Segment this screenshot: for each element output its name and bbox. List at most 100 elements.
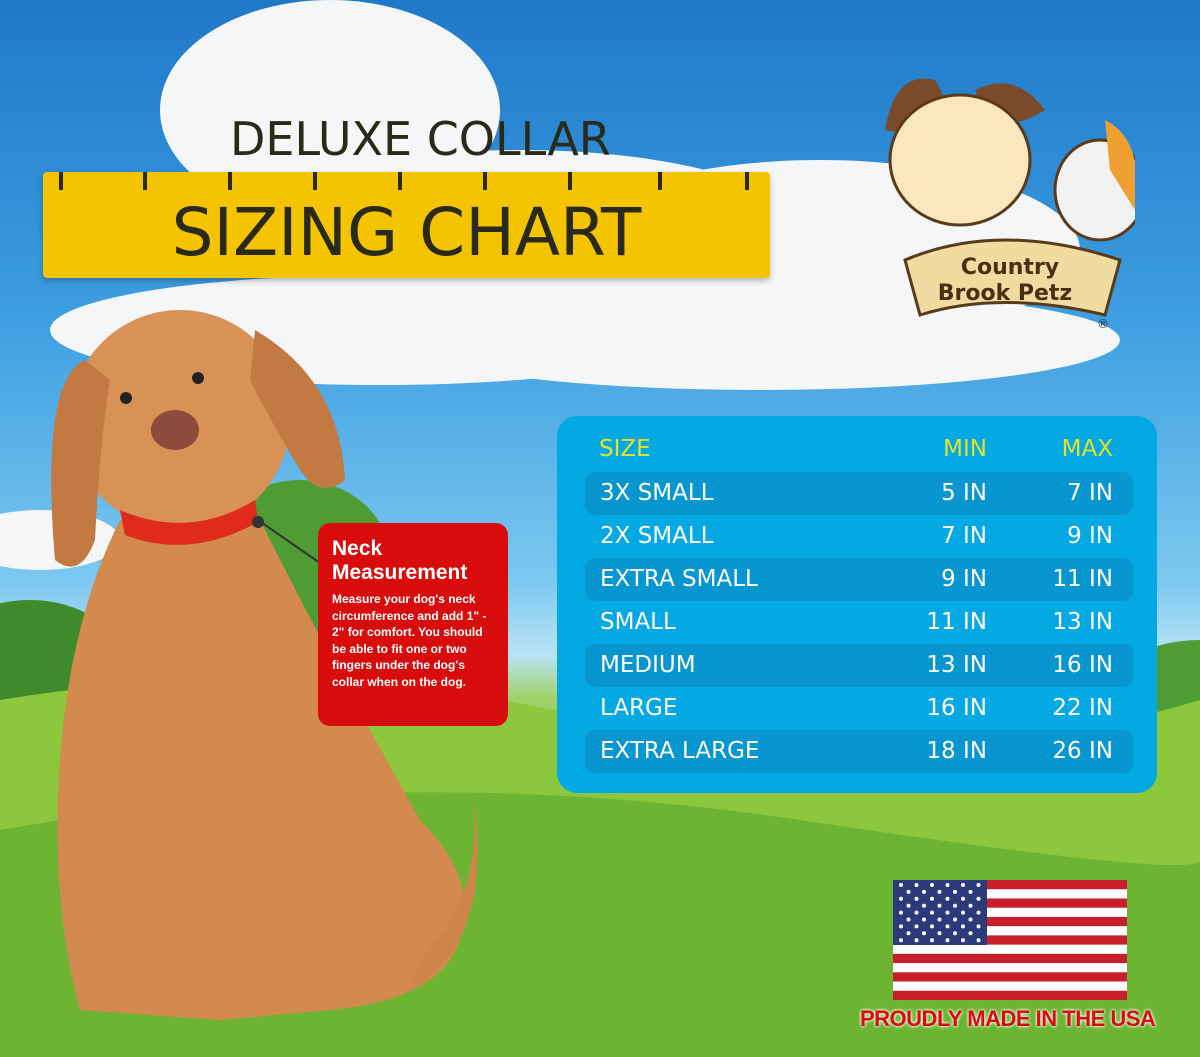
max-cell: 11 IN xyxy=(1052,566,1113,592)
flag-star xyxy=(906,917,911,922)
flag-star xyxy=(968,889,973,894)
flag-star xyxy=(914,883,919,887)
title-ruler-banner: SIZING CHART xyxy=(43,172,770,278)
max-cell: 9 IN xyxy=(1067,523,1113,549)
flag-star xyxy=(914,924,919,929)
ruler-tick xyxy=(313,172,317,190)
column-header-size: SIZE xyxy=(599,436,651,462)
flag-star xyxy=(899,938,903,943)
flag-star xyxy=(922,889,926,894)
flag-star xyxy=(906,931,911,936)
table-row: EXTRA SMALL 9 IN 11 IN xyxy=(585,558,1133,601)
flag-stripe xyxy=(893,990,1127,1000)
usa-flag xyxy=(893,880,1127,1000)
flag-star xyxy=(930,883,934,887)
flag-star xyxy=(899,883,903,887)
column-header-min: MIN xyxy=(943,436,987,462)
size-cell: EXTRA LARGE xyxy=(600,738,760,764)
callout-body: Measure your dog's neck circumference an… xyxy=(332,592,487,689)
flag-star xyxy=(937,931,942,936)
size-cell: MEDIUM xyxy=(600,652,696,678)
flag-star xyxy=(937,889,942,894)
svg-text:Brook Petz: Brook Petz xyxy=(938,281,1073,306)
flag-star xyxy=(976,896,981,901)
dog-illustration xyxy=(51,310,478,1020)
table-row: SMALL 11 IN 13 IN xyxy=(585,601,1133,644)
flag-stripe xyxy=(893,935,1127,946)
size-cell: LARGE xyxy=(600,695,678,721)
flag-star xyxy=(922,917,926,922)
flag-stripe xyxy=(893,907,1127,918)
ruler-tick xyxy=(228,172,232,190)
flag-star xyxy=(914,896,919,901)
flag-star xyxy=(945,924,950,929)
flag-star xyxy=(899,910,903,915)
table-row: 2X SMALL 7 IN 9 IN xyxy=(585,515,1133,558)
flag-star xyxy=(968,917,973,922)
flag-star xyxy=(953,917,957,922)
min-cell: 11 IN xyxy=(926,609,987,635)
max-cell: 16 IN xyxy=(1052,652,1113,678)
size-cell: 3X SMALL xyxy=(600,480,714,506)
flag-star xyxy=(945,896,950,901)
flag-star xyxy=(976,938,981,943)
ruler-tick xyxy=(568,172,572,190)
flag-stripe xyxy=(893,972,1127,983)
flag-star xyxy=(976,883,981,887)
flag-star xyxy=(899,896,903,901)
flag-stripe xyxy=(893,963,1127,973)
flag-star xyxy=(906,889,911,894)
ruler-tick xyxy=(398,172,402,190)
flag-star xyxy=(961,910,965,915)
flag-star xyxy=(930,938,934,943)
made-in-usa-caption: PROUDLY MADE IN THE USA xyxy=(860,1006,1156,1031)
min-cell: 5 IN xyxy=(941,480,987,506)
ruler-tick xyxy=(143,172,147,190)
flag-stripe xyxy=(893,981,1127,992)
ruler-tick xyxy=(59,172,63,190)
flag-star xyxy=(976,924,981,929)
table-row: MEDIUM 13 IN 16 IN xyxy=(585,644,1133,687)
table-row: 3X SMALL 5 IN 7 IN xyxy=(585,472,1133,515)
min-cell: 13 IN xyxy=(926,652,987,678)
flag-star xyxy=(945,938,950,943)
flag-star xyxy=(961,883,965,887)
size-table: SIZE MIN MAX 3X SMALL 5 IN 7 IN 2X SMALL 7 I… xyxy=(557,416,1157,793)
flag-stripe xyxy=(893,916,1127,927)
flag-star xyxy=(953,903,957,908)
min-cell: 7 IN xyxy=(941,523,987,549)
max-cell: 13 IN xyxy=(1052,609,1113,635)
flag-stripe xyxy=(893,944,1127,955)
min-cell: 9 IN xyxy=(941,566,987,592)
max-cell: 7 IN xyxy=(1067,480,1113,506)
flag-star xyxy=(945,883,950,887)
flag-star xyxy=(922,903,926,908)
ruler-tick xyxy=(745,172,749,190)
min-cell: 16 IN xyxy=(926,695,987,721)
flag-stripe xyxy=(893,953,1127,964)
flag-star xyxy=(968,931,973,936)
ruler-tick xyxy=(483,172,487,190)
flag-star xyxy=(922,931,926,936)
min-cell: 18 IN xyxy=(926,738,987,764)
flag-star xyxy=(899,924,903,929)
flag-star xyxy=(968,903,973,908)
size-cell: EXTRA SMALL xyxy=(600,566,758,592)
flag-star xyxy=(930,910,934,915)
flag-star xyxy=(930,896,934,901)
flag-star xyxy=(937,917,942,922)
flag-star xyxy=(961,924,965,929)
collar-subtitle: DELUXE COLLAR xyxy=(230,112,611,166)
page-title: SIZING CHART xyxy=(171,194,642,271)
size-cell: 2X SMALL xyxy=(600,523,714,549)
svg-text:®: ® xyxy=(1097,317,1109,331)
table-row: EXTRA LARGE 18 IN 26 IN xyxy=(585,730,1133,773)
max-cell: 22 IN xyxy=(1052,695,1113,721)
flag-star xyxy=(914,910,919,915)
flag-star xyxy=(930,924,934,929)
brand-logo: Country Brook Petz ® xyxy=(885,78,1135,331)
size-cell: SMALL xyxy=(600,609,676,635)
flag-star xyxy=(961,896,965,901)
flag-star xyxy=(976,910,981,915)
svg-text:Country: Country xyxy=(961,255,1059,280)
